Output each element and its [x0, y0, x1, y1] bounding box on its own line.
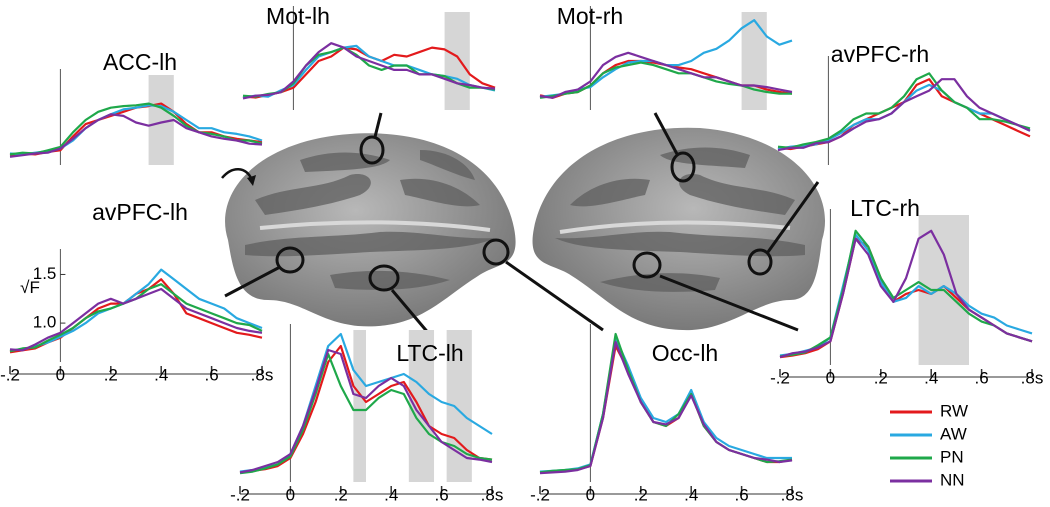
series-line [9, 102, 263, 157]
x-tick-label: 0 [586, 485, 595, 504]
series-line [777, 72, 1031, 149]
legend: RW AW PN NN [890, 401, 968, 489]
series-line [9, 102, 263, 156]
panel: Mot-lh [242, 3, 496, 110]
series-line [779, 229, 1033, 358]
panel: -.2 0 .2 .4 .6 .8s LTC-lh [230, 324, 503, 504]
x-tick-label: .6 [435, 485, 449, 504]
series-line [779, 229, 1033, 359]
legend-label: RW [940, 401, 968, 420]
series-line [9, 113, 263, 158]
y-tick-label: 1.5 [33, 264, 57, 283]
series-line [9, 104, 263, 156]
panel: 1.0 1.5√F -.2 0 .2 .4 .6 .8s avPFC-lh [0, 199, 273, 384]
legend-label: PN [940, 447, 964, 466]
x-tick-label: .2 [334, 485, 348, 504]
x-tick-label: .8s [251, 365, 274, 384]
series-line [777, 78, 1031, 152]
x-tick-label: .2 [104, 365, 118, 384]
highlight-window [444, 12, 470, 110]
series-line [539, 340, 793, 475]
series-line [539, 61, 792, 99]
panel: -.2 0 .2 .4 .6 .8s LTC-rh [770, 195, 1043, 387]
panel-title: ACC-lh [103, 49, 177, 75]
series-line [9, 268, 263, 352]
panel: -.2 0 .2 .4 .6 .8s Occ-lh [530, 324, 803, 504]
x-tick-label: .4 [384, 485, 398, 504]
series-line [239, 352, 493, 475]
panel-title: avPFC-rh [831, 41, 929, 67]
series-line [242, 42, 496, 100]
x-tick-label: .4 [924, 368, 938, 387]
highlight-window [408, 330, 435, 482]
panel-title: avPFC-lh [92, 199, 188, 225]
panel-title: Occ-lh [652, 340, 718, 366]
x-tick-label: .2 [874, 368, 888, 387]
x-tick-label: .8s [481, 485, 504, 504]
series-line [779, 233, 1033, 357]
rotation-arrowhead [247, 175, 256, 186]
x-tick-label: .8s [1021, 368, 1044, 387]
panel-title: Mot-lh [266, 3, 330, 29]
legend-label: NN [940, 470, 965, 489]
panel-title: LTC-rh [850, 195, 920, 221]
panel: avPFC-rh [777, 41, 1031, 165]
x-tick-label: -.2 [530, 485, 550, 504]
x-tick-label: 0 [826, 368, 835, 387]
series-line [9, 287, 263, 352]
roi-markers [275, 135, 773, 292]
connector-lines [224, 112, 820, 336]
x-tick-label: .4 [684, 485, 698, 504]
series-line [239, 348, 493, 474]
x-tick-label: -.2 [0, 365, 20, 384]
x-tick-label: .2 [634, 485, 648, 504]
x-tick-label: .4 [154, 365, 168, 384]
x-tick-label: .6 [205, 365, 219, 384]
x-tick-label: -.2 [770, 368, 790, 387]
left-brain [225, 133, 516, 327]
x-tick-label: .8s [781, 485, 804, 504]
y-tick-label: 1.0 [33, 313, 57, 332]
series-line [239, 344, 493, 474]
x-tick-label: 0 [56, 365, 65, 384]
panel-title: Mot-rh [557, 3, 623, 29]
x-tick-label: 0 [286, 485, 295, 504]
highlight-window [353, 330, 366, 482]
x-tick-label: -.2 [230, 485, 250, 504]
legend-label: AW [940, 424, 967, 443]
panel: Mot-rh [539, 3, 793, 110]
y-axis-label: √F [20, 278, 40, 297]
panel: ACC-lh [9, 49, 263, 165]
panel-title: LTC-lh [396, 340, 463, 366]
highlight-window [741, 12, 767, 110]
x-tick-label: .6 [975, 368, 989, 387]
x-tick-label: .6 [735, 485, 749, 504]
right-brain [532, 127, 826, 331]
series-line [539, 51, 793, 99]
